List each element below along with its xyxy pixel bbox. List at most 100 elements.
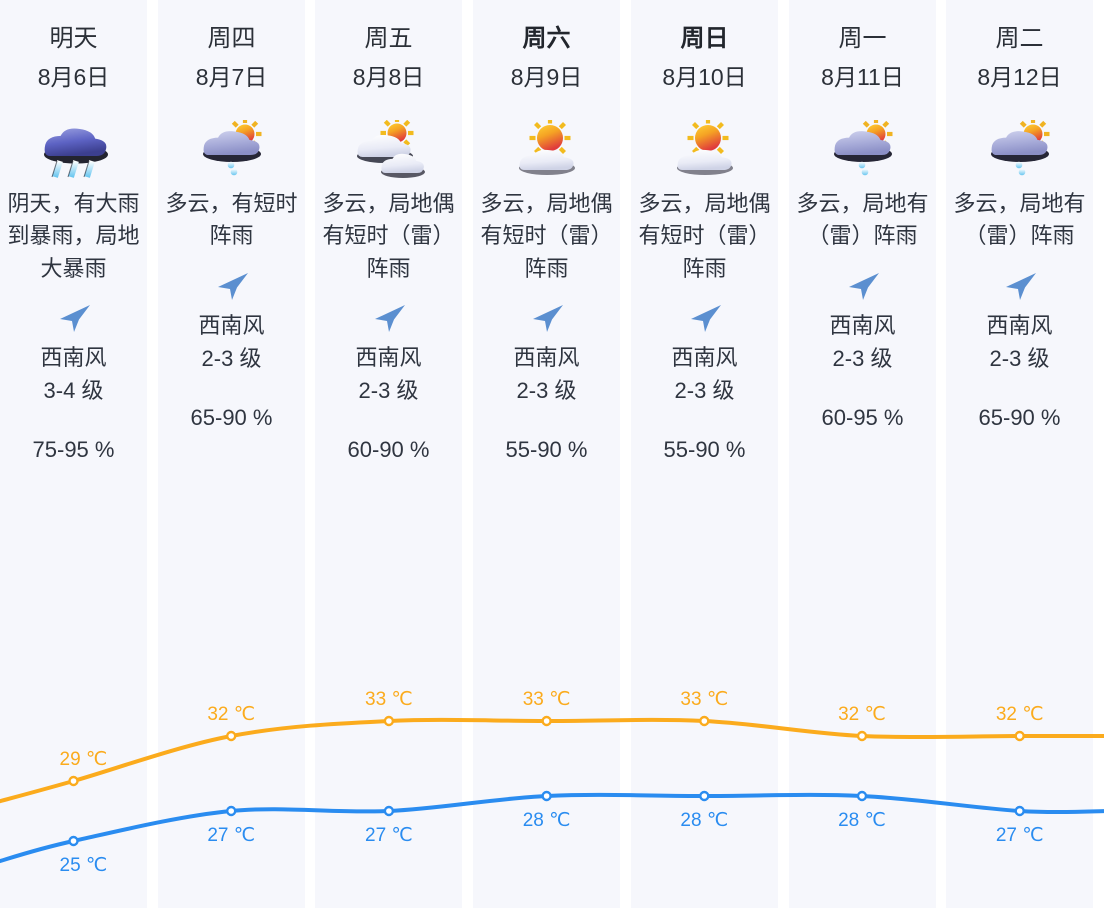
high-temp-point[interactable] [1014,730,1025,742]
cloudy-sun-shower-icon [819,120,907,180]
wind-info: 西南风 2-3 级 [671,341,737,407]
day-header: 明天 8月6日 [38,22,110,94]
day-date: 8月11日 [821,63,904,90]
wind-level: 2-3 级 [358,378,419,404]
day-column-5[interactable]: 周日 8月10日 多云，局地偶有短时（雷）阵雨西南风 2-3 级 55-90 % [631,0,778,908]
cloudy-sun-shower-icon [188,120,276,180]
humidity-range: 60-90 % [347,437,430,463]
wind-direction-arrow-icon [367,301,411,335]
low-temp-point[interactable] [699,790,710,802]
temperature-chart[interactable]: 29 ℃ 32 ℃ 33 ℃ 33 ℃ 33 ℃ 32 ℃ 32 ℃ 25 ℃ 27 ℃ 27 … [0,648,1104,908]
weather-description: 多云，局地有（雷）阵雨 [953,191,1086,249]
low-temp-point[interactable] [68,835,79,847]
day-header: 周一 8月11日 [821,22,904,94]
temperature-chart-svg: 29 ℃ 32 ℃ 33 ℃ 33 ℃ 33 ℃ 32 ℃ 32 ℃ 25 ℃ 27 ℃ 27 … [0,689,1104,876]
wind-direction: 西南风 [986,312,1053,338]
wind-direction: 西南风 [829,312,896,338]
high-temp-label: 33 ℃ [680,689,728,710]
low-temp-label: 25 ℃ [60,855,108,876]
day-name: 周五 [364,25,413,52]
wind-level: 2-3 级 [201,345,262,371]
low-temp-point[interactable] [856,790,868,802]
wind-level: 2-3 级 [516,378,577,404]
day-header: 周四 8月7日 [196,22,268,94]
low-temp-point[interactable] [1014,805,1025,817]
low-temp-label: 28 ℃ [838,810,886,831]
wind-direction-arrow-icon [683,301,727,335]
high-temp-label: 32 ℃ [207,704,255,725]
day-column-3[interactable]: 周五 8月8日 多云，局地偶有短时（雷）阵雨 西南风 2-3 级 60-90 [315,0,462,908]
wind-info: 西南风 2-3 级 [355,341,421,407]
sun-behind-cloud-icon [661,120,749,180]
weather-description: 多云，局地偶有短时（雷）阵雨 [480,191,613,281]
high-temp-point[interactable] [699,715,710,727]
day-date: 8月6日 [37,63,110,90]
high-temp-point[interactable] [856,730,868,742]
day-date: 8月12日 [977,63,1062,90]
high-temp-point[interactable] [541,715,552,727]
day-column-2[interactable]: 周四 8月7日 多云，有短时阵雨 西南风 2-3 级 65 [158,0,305,908]
wind-direction-arrow-icon [525,301,569,335]
high-temp-label: 29 ℃ [60,749,108,770]
day-column-6[interactable]: 周一 8月11日 多云，局地有（雷）阵雨 西南风 2-3 [789,0,936,908]
heavy-rain-icon [30,120,118,180]
day-date: 8月8日 [352,63,425,90]
humidity-range: 65-90 % [978,404,1061,430]
humidity-range: 75-95 % [32,437,115,463]
wind-direction-arrow-icon [841,269,885,303]
day-name: 周四 [207,25,256,52]
wind-direction: 西南风 [355,345,422,371]
wind-level: 2-3 级 [674,378,735,404]
low-temp-label: 28 ℃ [680,810,728,831]
wind-info: 西南风 2-3 级 [513,341,579,407]
low-temp-label: 28 ℃ [523,810,571,831]
day-name: 明天 [49,25,98,52]
wind-direction-arrow-icon [52,301,96,335]
weather-description: 多云，局地偶有短时（雷）阵雨 [638,191,771,281]
day-date: 8月9日 [510,63,583,90]
wind-info: 西南风 2-3 级 [198,309,264,375]
day-date: 8月10日 [662,63,747,90]
high-temp-label: 32 ℃ [996,704,1044,725]
weather-description: 阴天，有大雨到暴雨，局地大暴雨 [7,191,140,281]
humidity-range: 65-90 % [190,404,273,430]
wind-direction: 西南风 [40,345,107,371]
day-column-1[interactable]: 明天 8月6日 [0,0,147,908]
high-temp-point[interactable] [383,715,395,727]
wind-level: 2-3 级 [832,345,893,371]
wind-direction: 西南风 [671,345,738,371]
low-temp-label: 27 ℃ [207,825,255,846]
high-temp-series: 29 ℃ 32 ℃ 33 ℃ 33 ℃ 33 ℃ 32 ℃ 32 ℃ [0,689,1104,804]
partly-cloudy-icon [345,120,433,180]
wind-direction: 西南风 [513,345,580,371]
day-name: 周一 [838,25,887,52]
low-temp-point[interactable] [541,790,552,802]
high-temp-point[interactable] [225,730,237,742]
day-header: 周日 8月10日 [662,22,746,94]
wind-info: 西南风 3-4 级 [40,341,106,407]
low-temp-label: 27 ℃ [365,825,413,846]
high-temp-point[interactable] [68,775,79,787]
weather-description: 多云，有短时阵雨 [165,191,298,249]
day-column-7[interactable]: 周二 8月12日 多云，局地有（雷）阵雨 西南风 2-3 [946,0,1093,908]
humidity-range: 55-90 % [663,437,746,463]
high-temp-line [0,717,1104,804]
low-temp-point[interactable] [383,805,395,817]
sun-behind-cloud-icon [503,120,591,180]
humidity-range: 55-90 % [505,437,588,463]
day-column-4[interactable]: 周六 8月9日 多云，局地偶有短时（雷）阵雨西南风 2-3 级 55-90 % [473,0,620,908]
wind-info: 西南风 2-3 级 [829,309,895,375]
wind-direction-arrow-icon [998,269,1042,303]
low-temp-series: 25 ℃ 27 ℃ 27 ℃ 28 ℃ 28 ℃ 28 ℃ 27 ℃ [0,790,1104,876]
day-name: 周六 [522,25,571,52]
wind-direction: 西南风 [198,312,265,338]
low-temp-point[interactable] [225,805,237,817]
high-temp-label: 32 ℃ [838,704,886,725]
day-name: 周日 [680,25,729,52]
high-temp-label: 33 ℃ [523,689,571,710]
wind-info: 西南风 2-3 级 [986,309,1052,375]
weather-description: 多云，局地偶有短时（雷）阵雨 [322,191,455,281]
high-temp-label: 33 ℃ [365,689,413,710]
